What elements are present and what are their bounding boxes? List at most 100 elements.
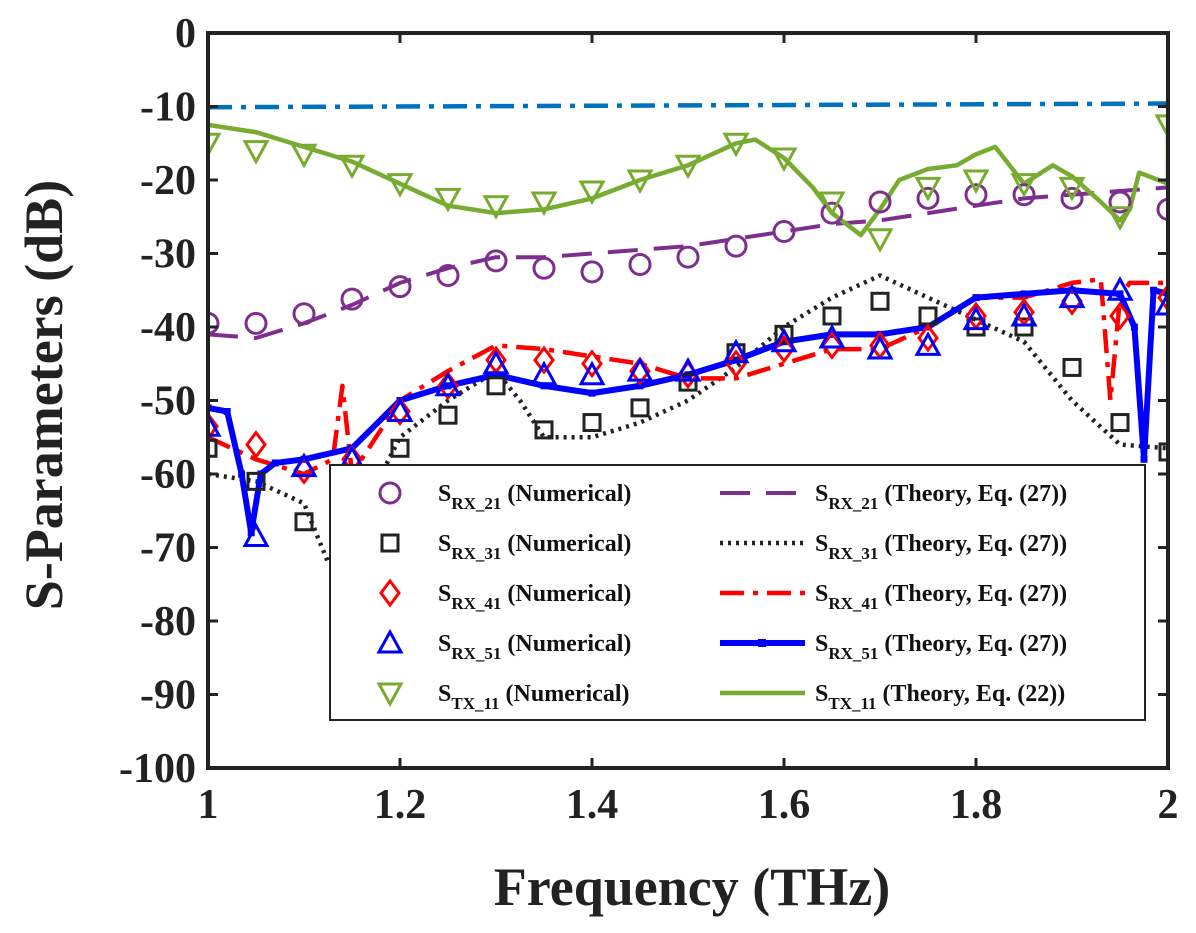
data-point xyxy=(578,360,606,386)
data-point xyxy=(245,430,267,460)
y-tick-label: -80 xyxy=(140,599,196,645)
data-point xyxy=(866,228,894,253)
data-point xyxy=(772,219,796,243)
data-point xyxy=(208,411,219,441)
data-point xyxy=(208,132,222,158)
data-point xyxy=(532,256,556,280)
y-tick-label: 0 xyxy=(175,11,196,57)
y-tick-label: -20 xyxy=(140,158,196,204)
data-point xyxy=(821,330,843,360)
data-point xyxy=(290,143,318,169)
x-axis: 1 1.2 1.4 1.6 1.8 2 xyxy=(198,33,1179,828)
data-point xyxy=(820,201,844,225)
data-point xyxy=(1116,290,1124,298)
data-point xyxy=(242,522,270,547)
x-tick-label: 1.4 xyxy=(566,782,619,828)
y-axis: 0 -10 -20 -30 -40 -50 -60 -70 -80 -90 -100 xyxy=(119,11,1168,792)
legend-label: SRX_41 (Theory, Eq. (27)) xyxy=(815,581,1067,613)
data-point xyxy=(916,186,940,210)
data-point xyxy=(533,345,555,375)
data-point xyxy=(870,291,890,311)
data-point xyxy=(770,327,798,353)
data-point xyxy=(628,253,652,277)
data-point xyxy=(773,334,795,364)
data-point xyxy=(629,356,651,386)
x-tick-label: 1.6 xyxy=(758,782,811,828)
legend-line-marker xyxy=(758,639,766,647)
data-point xyxy=(484,249,508,273)
data-point xyxy=(386,397,414,423)
data-point xyxy=(1150,286,1158,294)
data-point xyxy=(1140,455,1148,463)
data-point xyxy=(674,154,702,180)
data-point xyxy=(534,420,554,440)
data-point xyxy=(866,334,894,360)
series-markers-rx-21 xyxy=(208,183,1168,335)
data-point xyxy=(1154,290,1168,316)
data-point xyxy=(724,234,748,258)
x-axis-label: Frequency (THz) xyxy=(494,857,890,917)
data-point xyxy=(770,147,798,173)
data-point xyxy=(438,405,458,425)
data-point xyxy=(1154,114,1168,139)
data-point xyxy=(962,305,990,331)
data-point xyxy=(223,408,231,416)
data-point xyxy=(725,349,747,379)
data-point xyxy=(530,360,558,386)
data-point xyxy=(962,169,990,195)
data-point xyxy=(578,180,606,206)
data-point xyxy=(917,323,939,353)
data-point xyxy=(1130,323,1138,331)
legend-marker xyxy=(376,628,404,654)
data-point xyxy=(294,512,314,532)
y-tick-label: -10 xyxy=(140,85,196,131)
series-markers-rx-51 xyxy=(208,276,1168,547)
legend: SRX_21 (Numerical) SRX_31 (Numerical) SRX_… xyxy=(329,464,1146,721)
y-tick-label: -40 xyxy=(140,305,196,351)
legend-label: STX_11 (Theory, Eq. (22)) xyxy=(815,681,1065,713)
data-point xyxy=(868,190,892,214)
data-point xyxy=(338,154,366,180)
data-point xyxy=(386,173,414,198)
data-point xyxy=(1156,197,1168,221)
x-tick-label: 1.2 xyxy=(374,782,427,828)
plot-area xyxy=(208,101,1168,565)
data-point xyxy=(271,459,279,467)
data-point xyxy=(722,338,750,364)
legend-label: SRX_31 (Theory, Eq. (27)) xyxy=(815,531,1067,563)
series-markers-tx-11 xyxy=(208,114,1168,253)
data-point xyxy=(208,311,220,335)
data-point xyxy=(674,356,702,382)
data-point xyxy=(966,317,986,337)
legend-label: SRX_51 (Numerical) xyxy=(438,631,631,663)
data-point xyxy=(246,471,266,491)
data-point xyxy=(580,260,604,284)
data-point xyxy=(238,470,246,478)
x-tick-label: 1.8 xyxy=(950,782,1003,828)
data-point xyxy=(722,132,750,158)
data-point xyxy=(540,382,548,390)
series-line-rx-21 xyxy=(208,185,1168,340)
y-tick-label: -90 xyxy=(140,673,196,719)
legend-marker xyxy=(379,578,401,608)
data-point xyxy=(208,438,218,458)
data-point xyxy=(636,382,644,390)
data-point xyxy=(818,323,846,349)
legend-label: SRX_21 (Numerical) xyxy=(438,481,631,513)
data-point xyxy=(1106,276,1134,301)
data-point xyxy=(1110,413,1130,433)
data-point xyxy=(1012,183,1036,207)
data-point xyxy=(676,245,700,269)
data-point xyxy=(678,372,698,392)
data-point xyxy=(972,294,980,302)
data-point xyxy=(1157,283,1168,313)
data-point xyxy=(436,264,460,288)
series-markers-rx-31 xyxy=(208,291,1168,532)
data-point xyxy=(1020,290,1028,298)
data-point xyxy=(486,376,506,396)
data-point xyxy=(1109,301,1131,331)
y-tick-label: -50 xyxy=(140,379,196,425)
legend-label: SRX_51 (Theory, Eq. (27)) xyxy=(815,631,1067,663)
